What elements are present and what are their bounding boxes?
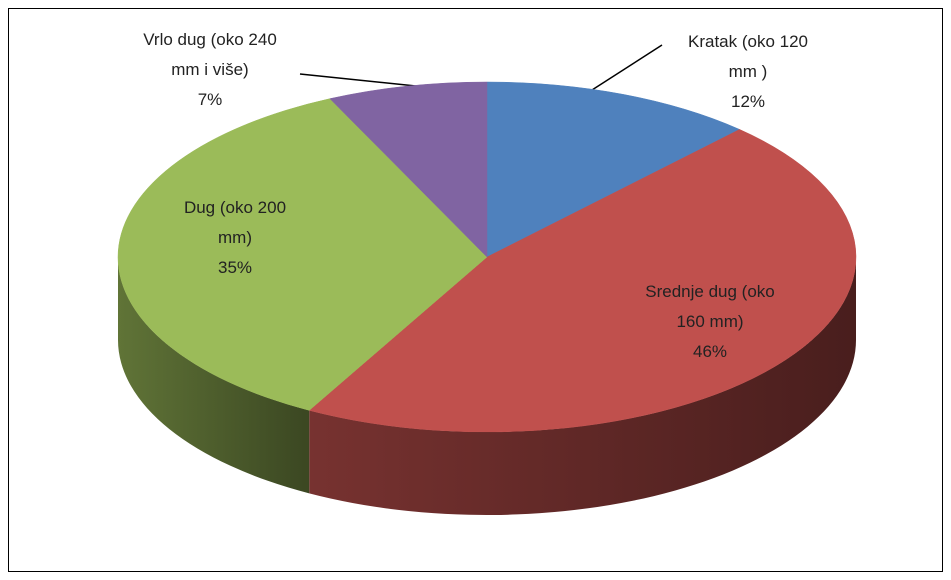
value-label: 12%	[730, 92, 766, 111]
value-label: 46%	[692, 342, 728, 361]
slice-side	[118, 257, 310, 494]
data-label: Kratak (oko 120 mm ) 12%	[673, 27, 823, 117]
slice-top	[117, 98, 488, 411]
pie-slice	[308, 129, 857, 515]
value-label: 7%	[197, 90, 223, 109]
pie-slice	[486, 81, 741, 258]
data-label: Srednje dug (oko 160 mm) 46%	[640, 277, 780, 367]
leader-line	[591, 44, 663, 91]
slice-top	[486, 81, 741, 258]
data-label: Dug (oko 200 mm) 35%	[165, 193, 305, 283]
pie-slice	[329, 81, 488, 258]
category-label: Srednje dug (oko 160 mm)	[645, 282, 775, 331]
category-label: Dug (oko 200 mm)	[183, 198, 287, 247]
pie-slice	[117, 98, 488, 494]
data-label: Vrlo dug (oko 240 mm i više) 7%	[140, 25, 280, 115]
leader-line	[299, 73, 417, 87]
category-label: Kratak (oko 120 mm )	[687, 32, 808, 81]
value-label: 35%	[217, 258, 253, 277]
slice-top	[308, 129, 857, 433]
category-label: Vrlo dug (oko 240 mm i više)	[143, 30, 277, 79]
slice-side	[309, 257, 856, 515]
slice-top	[329, 81, 488, 258]
